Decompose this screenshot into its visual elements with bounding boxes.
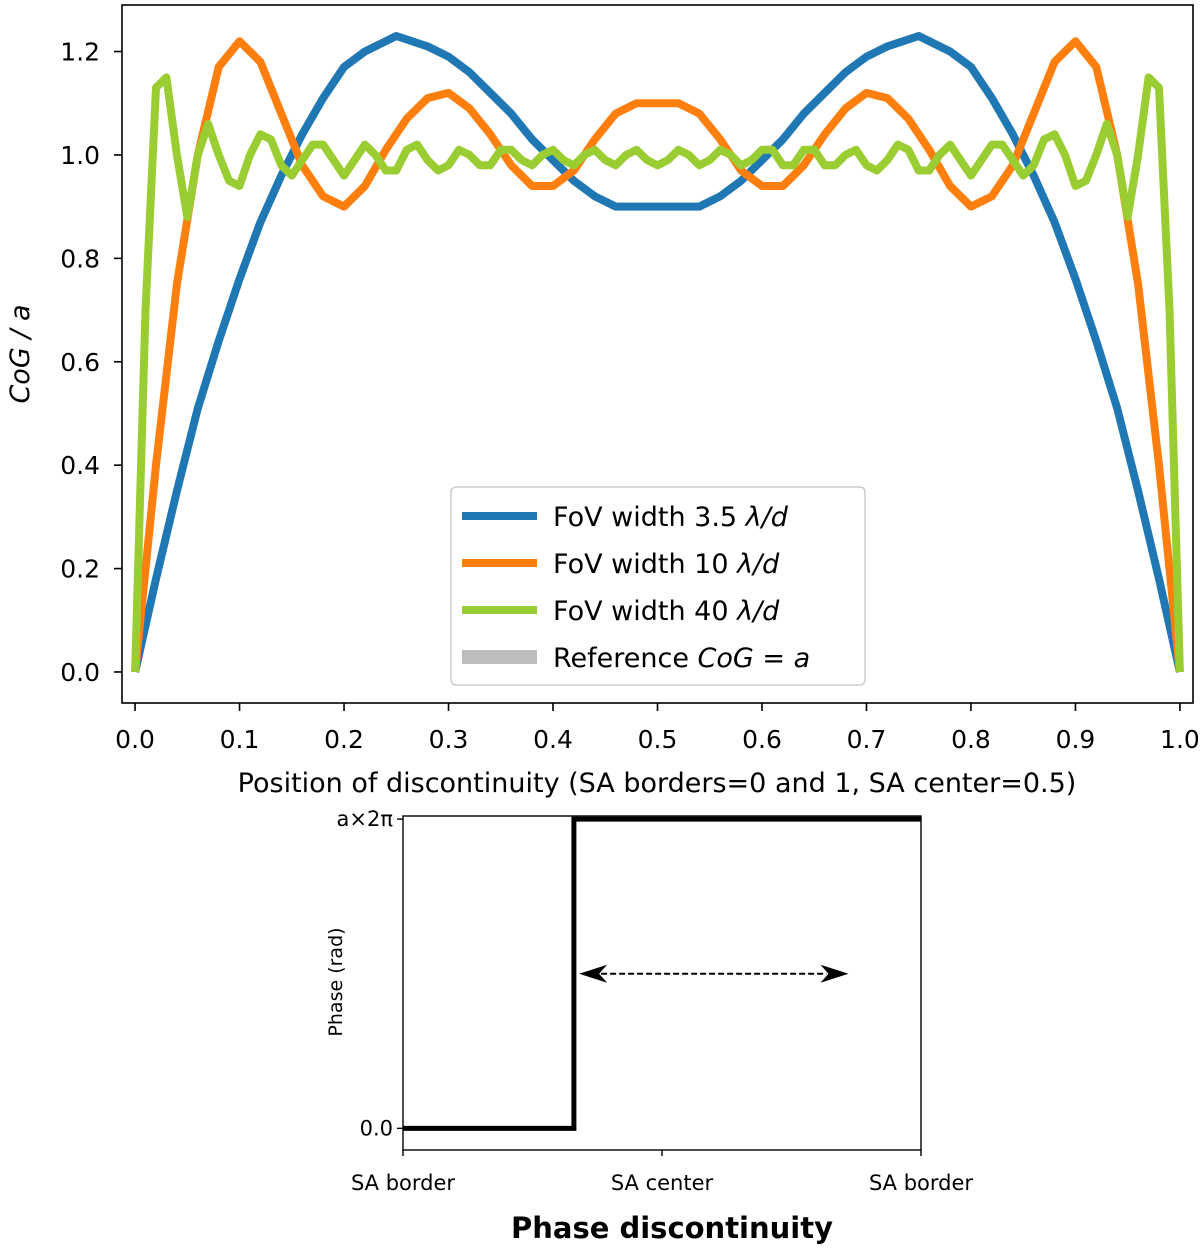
top-series-group: [131, 32, 1184, 673]
top-plot-frame: [121, 4, 1194, 704]
bottom-plot-frame: [402, 815, 922, 1151]
legend-label-4: Reference CoG = a: [553, 643, 810, 674]
bottom-x-tick-label: SA border: [351, 1171, 455, 1195]
top-x-tick-label: 0.9: [1056, 725, 1096, 754]
bottom-x-tick-label: SA center: [611, 1171, 714, 1195]
top-x-tick-label: 0.3: [429, 725, 469, 754]
bottom-chart: SA border SA center SA border 0.0 a×2π Phase…: [325, 807, 973, 1245]
top-chart: 0.0 0.1 0.2 0.3 0.4 0.5 0.6 0.7 0.8 0.9 1.0 0.0 0.2…: [5, 4, 1200, 799]
arrow-head-right: [820, 964, 849, 983]
bottom-chart-title: Phase discontinuity: [511, 1211, 833, 1245]
top-y-axis-label: CoG / a: [5, 304, 36, 403]
arrow-head-left: [579, 964, 608, 983]
top-x-tick-labels: 0.0 0.1 0.2 0.3 0.4 0.5 0.6 0.7 0.8 0.9 1.0: [115, 725, 1200, 754]
top-x-tick-label: 0.7: [847, 725, 887, 754]
top-y-tick-labels: 0.0 0.2 0.4 0.6 0.8 1.0 1.2: [60, 38, 100, 687]
top-y-tick-label: 1.2: [60, 38, 100, 67]
top-y-tick-label: 0.8: [60, 244, 100, 273]
bottom-axis-ticks: SA border SA center SA border 0.0 a×2π: [337, 807, 974, 1195]
bottom-y-axis-label: Phase (rad): [325, 927, 347, 1036]
series-line-3: [131, 73, 1184, 673]
bottom-annotation: [579, 964, 849, 983]
top-x-tick-label: 0.5: [638, 725, 678, 754]
bottom-y-tick-label: a×2π: [337, 807, 394, 831]
phase-step-line: [403, 816, 921, 1131]
legend-label-1: FoV width 3.5 λ/d: [553, 502, 789, 533]
bottom-series-group: [403, 816, 921, 1131]
legend-label-2: FoV width 10 λ/d: [553, 549, 780, 580]
top-y-tick-label: 1.0: [60, 141, 100, 170]
series-line-2: [131, 37, 1184, 673]
top-x-tick-label: 0.4: [533, 725, 573, 754]
top-y-tick-label: 0.4: [60, 451, 100, 480]
bottom-x-tick-label: SA border: [869, 1171, 973, 1195]
legend-frame: [450, 486, 866, 686]
top-x-tick-label: 0.6: [742, 725, 782, 754]
top-y-tick-label: 0.2: [60, 555, 100, 584]
top-y-tick-label: 0.6: [60, 348, 100, 377]
top-axis-ticks: [114, 50, 1181, 711]
top-x-tick-label: 0.0: [115, 725, 155, 754]
top-x-tick-label: 0.1: [220, 725, 260, 754]
legend: FoV width 3.5 λ/d FoV width 10 λ/d FoV wid…: [450, 486, 866, 686]
bottom-y-tick-label: 0.0: [360, 1116, 393, 1140]
top-x-tick-label: 1.0: [1160, 725, 1200, 754]
top-x-tick-label: 0.2: [324, 725, 364, 754]
legend-items: FoV width 3.5 λ/d FoV width 10 λ/d FoV wid…: [462, 502, 810, 674]
top-x-axis-label: Position of discontinuity (SA borders=0 …: [238, 768, 1077, 799]
legend-label-3: FoV width 40 λ/d: [553, 596, 780, 627]
top-y-tick-label: 0.0: [60, 658, 100, 687]
top-x-tick-label: 0.8: [951, 725, 991, 754]
series-line-1: [131, 32, 1184, 673]
